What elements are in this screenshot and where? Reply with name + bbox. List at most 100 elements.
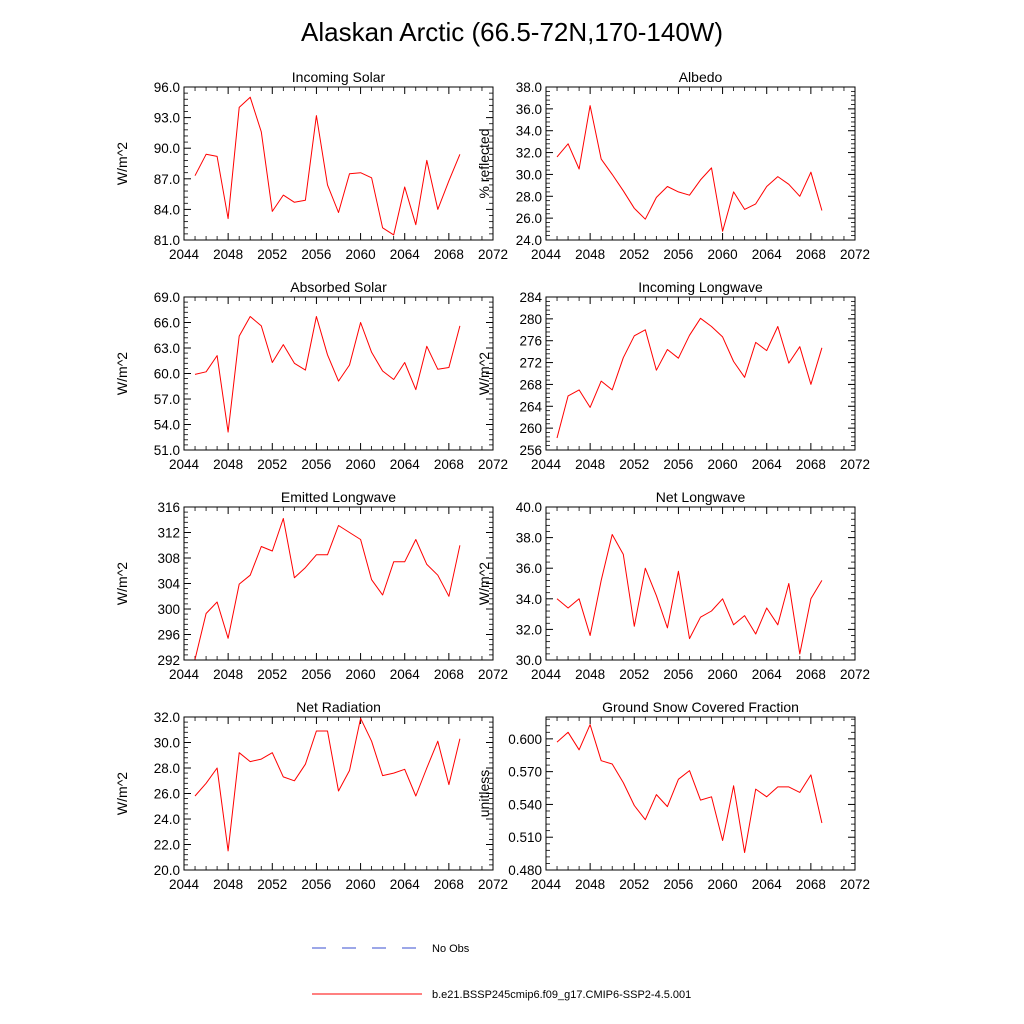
- y-tick-label: 20.0: [154, 863, 180, 878]
- panels: 81.0 84.0 87.0 90.0 93.0 96.0 2044 2048 2052 2056…: [114, 69, 870, 892]
- panel-title: Absorbed Solar: [290, 279, 387, 295]
- y-axis-label: W/m^2: [476, 562, 492, 605]
- y-tick-label: 34.0: [516, 124, 542, 139]
- x-tick-label: 2068: [434, 247, 464, 262]
- y-tick-label: 90.0: [154, 141, 180, 156]
- series-line-emitted-longwave: [194, 518, 461, 660]
- x-tick-label: 2064: [390, 457, 421, 472]
- y-tick-label: 93.0: [154, 111, 180, 126]
- x-tick-label: 2060: [346, 667, 376, 682]
- x-tick-label: 2064: [752, 877, 783, 892]
- y-tick-label: 24.0: [154, 812, 180, 827]
- x-tick-label: 2048: [213, 247, 243, 262]
- x-tick-label: 2072: [478, 247, 508, 262]
- y-tick-label: 304: [157, 577, 180, 592]
- x-tick-label: 2068: [796, 667, 826, 682]
- y-tick-label: 54.0: [154, 418, 180, 433]
- panel-title: Incoming Solar: [292, 69, 386, 85]
- x-tick-label: 2044: [169, 247, 200, 262]
- panel-net-radiation: 20.0 22.0 24.0 26.0 28.0 30.0 32.0 2044 2048 2052…: [114, 699, 508, 892]
- legend-model-label: b.e21.BSSP245cmip6.f09_g17.CMIP6-SSP2-4.…: [432, 989, 691, 1001]
- y-tick-label: 57.0: [154, 392, 180, 407]
- y-tick-label: 296: [157, 628, 180, 643]
- y-tick-label: 36.0: [516, 561, 542, 576]
- x-tick-label: 2064: [390, 877, 421, 892]
- panel-title: Emitted Longwave: [281, 489, 396, 505]
- x-tick-label: 2048: [575, 457, 605, 472]
- panel-title: Albedo: [679, 69, 723, 85]
- y-tick-label: 30.0: [516, 167, 542, 182]
- x-tick-label: 2060: [708, 457, 738, 472]
- x-tick-label: 2048: [213, 667, 243, 682]
- y-axis-label: % reflected: [476, 128, 492, 198]
- panel-emitted-longwave: 292 296 300 304 308 312 316 2044 2048 2052 2056 206…: [114, 489, 508, 682]
- y-tick-label: 60.0: [154, 367, 180, 382]
- x-tick-label: 2048: [575, 247, 605, 262]
- x-tick-label: 2044: [531, 877, 562, 892]
- x-tick-label: 2056: [301, 667, 331, 682]
- x-tick-label: 2068: [434, 457, 464, 472]
- y-tick-label: 32.0: [516, 146, 542, 161]
- y-tick-label: 0.540: [508, 797, 542, 812]
- panel-title: Net Radiation: [296, 699, 381, 715]
- y-tick-label: 34.0: [516, 592, 542, 607]
- y-axis-label: W/m^2: [114, 352, 130, 395]
- y-axis-label: W/m^2: [114, 562, 130, 605]
- x-tick-label: 2052: [619, 877, 649, 892]
- legend-obs-label: No Obs: [432, 943, 470, 955]
- x-tick-label: 2052: [257, 247, 287, 262]
- x-tick-label: 2052: [619, 247, 649, 262]
- x-tick-label: 2072: [478, 457, 508, 472]
- x-tick-label: 2064: [390, 667, 421, 682]
- x-tick-label: 2072: [840, 247, 870, 262]
- legend: No Obs b.e21.BSSP245cmip6.f09_g17.CMIP6-…: [312, 943, 691, 1001]
- x-tick-label: 2044: [169, 457, 200, 472]
- y-axis-label: W/m^2: [114, 772, 130, 815]
- x-tick-label: 2060: [708, 247, 738, 262]
- x-tick-label: 2072: [840, 877, 870, 892]
- y-tick-label: 26.0: [516, 211, 542, 226]
- x-tick-label: 2048: [575, 667, 605, 682]
- y-tick-label: 284: [519, 290, 542, 305]
- y-tick-label: 0.480: [508, 863, 542, 878]
- panel-incoming-longwave: 256 260 264 268 272 276 280 284 2044 2048 2052 2056…: [476, 279, 870, 472]
- x-tick-label: 2044: [531, 457, 562, 472]
- y-tick-label: 26.0: [154, 787, 180, 802]
- y-tick-label: 28.0: [516, 189, 542, 204]
- y-tick-label: 24.0: [516, 233, 542, 248]
- panel-title: Ground Snow Covered Fraction: [602, 699, 799, 715]
- x-tick-label: 2060: [346, 457, 376, 472]
- panel-ground-snow-covered-fraction: 0.480 0.510 0.540 0.570 0.600 2044 2048 2052 205…: [476, 699, 870, 892]
- y-tick-label: 312: [157, 526, 180, 541]
- x-tick-label: 2044: [531, 247, 562, 262]
- x-tick-label: 2060: [346, 247, 376, 262]
- y-tick-label: 268: [519, 377, 542, 392]
- y-tick-label: 0.510: [508, 830, 542, 845]
- y-tick-label: 264: [519, 399, 542, 414]
- series-line-net-longwave: [556, 534, 823, 655]
- x-tick-label: 2068: [796, 247, 826, 262]
- x-tick-label: 2052: [257, 667, 287, 682]
- x-tick-label: 2048: [213, 877, 243, 892]
- x-tick-label: 2052: [619, 457, 649, 472]
- x-tick-label: 2072: [840, 667, 870, 682]
- x-tick-label: 2048: [575, 877, 605, 892]
- x-tick-label: 2064: [752, 247, 783, 262]
- figure-title: Alaskan Arctic (66.5-72N,170-140W): [301, 17, 723, 47]
- x-tick-label: 2048: [213, 457, 243, 472]
- series-line-albedo: [556, 105, 823, 232]
- x-tick-label: 2060: [708, 667, 738, 682]
- y-tick-label: 22.0: [154, 838, 180, 853]
- x-tick-label: 2056: [301, 247, 331, 262]
- panel-title: Net Longwave: [656, 489, 746, 505]
- x-tick-label: 2052: [619, 667, 649, 682]
- x-tick-label: 2064: [752, 457, 783, 472]
- y-tick-label: 276: [519, 334, 542, 349]
- y-tick-label: 30.0: [516, 653, 542, 668]
- x-tick-label: 2044: [169, 877, 200, 892]
- y-tick-label: 51.0: [154, 443, 180, 458]
- y-tick-label: 300: [157, 602, 180, 617]
- y-tick-label: 260: [519, 421, 542, 436]
